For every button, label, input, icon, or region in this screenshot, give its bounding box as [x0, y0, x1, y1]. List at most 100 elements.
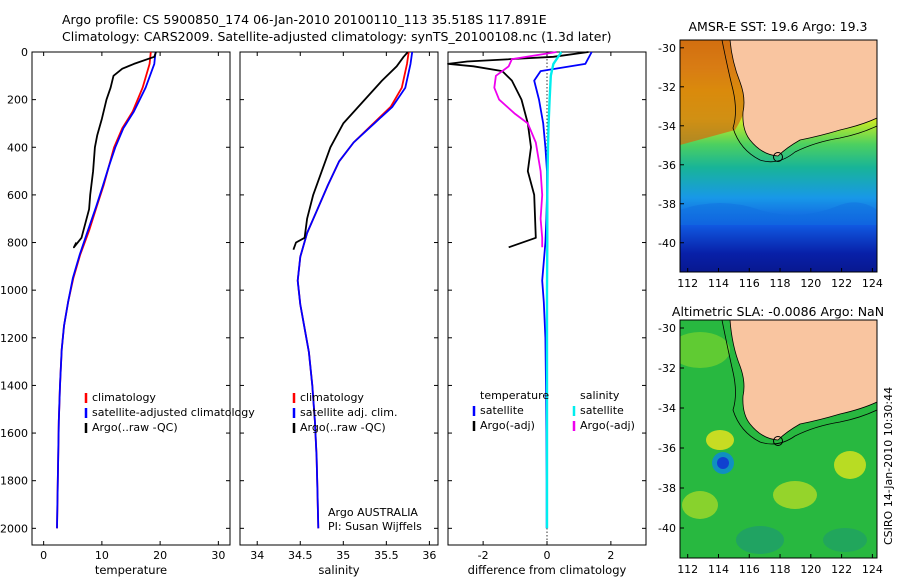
map-y-tick-label: -40	[658, 522, 676, 535]
y-tick-label: 1600	[0, 427, 28, 440]
sla-blob	[680, 332, 730, 368]
legend-entry: Argo(..raw -QC)	[92, 421, 178, 434]
salinity-plot-frame	[239, 51, 439, 546]
map-y-tick-label: -30	[658, 322, 676, 335]
x-tick-label: 20	[153, 549, 167, 562]
sst-map-frame	[679, 39, 878, 273]
sla-blob	[823, 528, 867, 552]
temperature-plot-frame	[31, 51, 231, 546]
panel-annotation: PI: Susan Wijffels	[328, 520, 422, 533]
sla-blob	[706, 430, 734, 450]
map-y-tick-label: -38	[658, 482, 676, 495]
y-tick-label: 1200	[0, 332, 28, 345]
y-tick-label: 600	[7, 189, 28, 202]
sst-shelf-contour	[721, 40, 877, 163]
sst-map-panel: AMSR-E SST: 19.6 Argo: 19.3 112 114 116 118…	[658, 19, 883, 290]
salinity-profile-panel: 34 34.5 35 35.5 36 salinity climatology satelli…	[239, 51, 439, 577]
series-line-argo	[73, 51, 157, 249]
x-tick-label: 0	[40, 549, 47, 562]
sst-map-title: AMSR-E SST: 19.6 Argo: 19.3	[688, 19, 867, 34]
x-axis-label: salinity	[318, 563, 359, 577]
series-line-salinity-satellite	[545, 51, 563, 529]
y-tick-label: 200	[7, 94, 28, 107]
y-tick-label: 1400	[0, 379, 28, 392]
x-tick-label: 36	[422, 549, 436, 562]
sla-eddy-inner	[717, 457, 729, 469]
map-x-tick-label: 114	[708, 277, 729, 290]
sla-map-frame	[679, 319, 878, 559]
legend-entry: satellite adj. clim.	[300, 406, 397, 419]
x-tick-label: 34	[250, 549, 264, 562]
map-x-tick-label: 112	[677, 563, 698, 576]
map-x-tick-label: 120	[800, 277, 821, 290]
map-y-tick-label: -30	[658, 42, 676, 55]
legend-entry: Argo(..raw -QC)	[300, 421, 386, 434]
header-line-2: Climatology: CARS2009. Satellite-adjuste…	[62, 29, 612, 44]
panel-annotation: Argo AUSTRALIA	[328, 506, 418, 519]
map-x-tick-label: 114	[708, 563, 729, 576]
series-line-satellite	[296, 51, 414, 529]
map-y-tick-label: -38	[658, 198, 676, 211]
map-y-tick-label: -36	[658, 159, 676, 172]
legend-entry: climatology	[92, 391, 156, 404]
map-x-tick-label: 116	[739, 277, 760, 290]
x-tick-label: 35.5	[374, 549, 399, 562]
legend-entry: satellite	[580, 404, 624, 417]
series-line-argo	[292, 51, 409, 251]
sst-land	[729, 40, 877, 157]
map-x-tick-label: 118	[770, 563, 791, 576]
map-x-tick-label: 118	[770, 277, 791, 290]
y-tick-label: 1000	[0, 284, 28, 297]
x-tick-label: 0	[544, 549, 551, 562]
map-x-tick-label: 112	[677, 277, 698, 290]
legend-entry: temperature	[480, 389, 549, 402]
sst-float-marker	[773, 152, 783, 162]
x-tick-label: 30	[211, 549, 225, 562]
y-tick-label: 400	[7, 141, 28, 154]
x-tick-label: 10	[95, 549, 109, 562]
map-y-tick-label: -40	[658, 237, 676, 250]
legend-entry: Argo(-adj)	[480, 419, 535, 432]
x-axis-label: temperature	[95, 563, 167, 577]
map-x-tick-label: 124	[862, 277, 883, 290]
map-x-tick-label: 124	[862, 563, 883, 576]
x-tick-label: 2	[607, 549, 614, 562]
series-line-salinity-argo	[493, 51, 557, 248]
map-y-tick-label: -32	[658, 362, 676, 375]
legend-entry: salinity	[580, 389, 620, 402]
legend-entry: climatology	[300, 391, 364, 404]
series-line-temperature-satellite	[533, 51, 593, 529]
sla-blob	[736, 526, 784, 554]
sla-blob	[773, 481, 817, 509]
map-y-tick-label: -32	[658, 81, 676, 94]
sla-blob	[834, 451, 866, 479]
csiro-timestamp-label: CSIRO 14-Jan-2010 10:30:44	[882, 387, 895, 545]
sla-map-title: Altimetric SLA: -0.0086 Argo: NaN	[672, 304, 884, 319]
map-x-tick-label: 122	[831, 277, 852, 290]
x-axis-label: difference from climatology	[468, 563, 627, 577]
map-x-tick-label: 122	[831, 563, 852, 576]
x-tick-label: 35	[336, 549, 350, 562]
sla-blob	[682, 491, 718, 519]
x-tick-label: -2	[478, 549, 489, 562]
y-tick-label: 2000	[0, 522, 28, 535]
series-line-satellite	[56, 51, 157, 529]
series-line-temperature-argo	[447, 51, 589, 249]
header-line-1: Argo profile: CS 5900850_174 06-Jan-2010…	[62, 12, 547, 27]
map-x-tick-label: 120	[800, 563, 821, 576]
legend-entry: Argo(-adj)	[580, 419, 635, 432]
sla-shelf-contour	[721, 320, 877, 445]
x-tick-label: 34.5	[288, 549, 313, 562]
sla-map-panel: Altimetric SLA: -0.0086 Argo: NaN 112 114…	[658, 304, 884, 576]
temperature-profile-panel: 0 200 400 600 800 1000 1200 1400 1600 1800 2000 0 10…	[0, 46, 255, 577]
sla-float-marker	[773, 436, 783, 446]
y-tick-label: 800	[7, 237, 28, 250]
map-x-tick-label: 116	[739, 563, 760, 576]
y-tick-label: 0	[21, 46, 28, 59]
map-y-tick-label: -34	[658, 120, 676, 133]
sst-warm-tongue	[680, 40, 746, 145]
y-tick-label: 1800	[0, 475, 28, 488]
map-y-tick-label: -34	[658, 402, 676, 415]
